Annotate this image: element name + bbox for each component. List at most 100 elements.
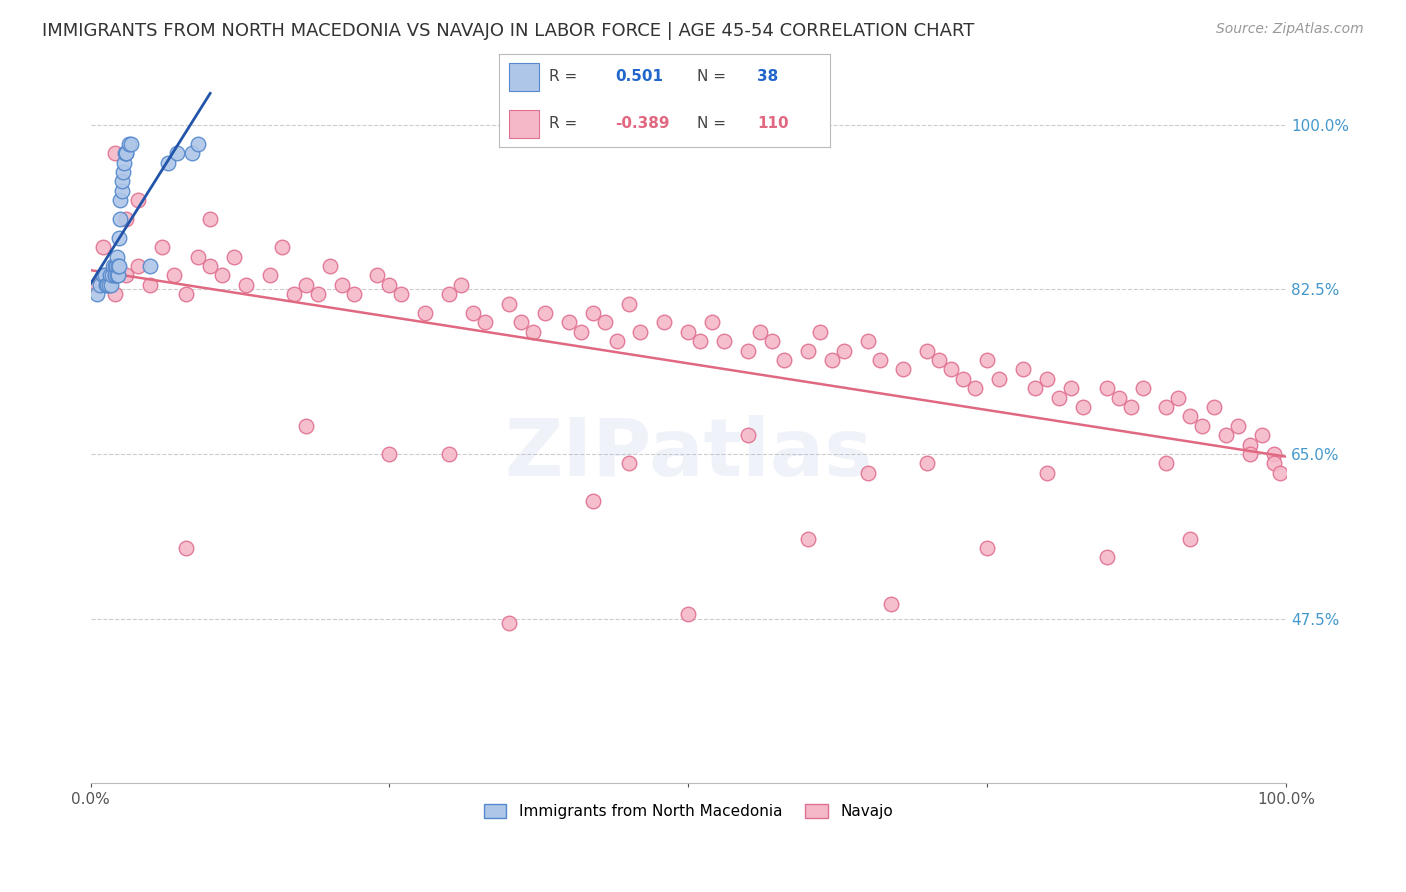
Point [702,315,724,329]
Point [111,184,134,198]
Point [187,136,209,151]
Point [150,240,173,254]
Point [976,541,998,555]
Point [108,231,131,245]
Text: ZIPatlas: ZIPatlas [505,416,872,493]
Point [737,428,759,442]
Point [1047,391,1070,405]
Point [111,165,134,179]
Point [1060,381,1083,395]
Point [139,277,162,292]
FancyBboxPatch shape [509,110,538,138]
Point [941,362,963,376]
Point [1268,466,1291,480]
Point [522,325,544,339]
Point [174,541,197,555]
Point [118,136,141,151]
Point [111,174,134,188]
Point [107,259,129,273]
Point [112,155,135,169]
Point [94,268,117,283]
Point [808,325,831,339]
Point [749,325,772,339]
Point [797,532,820,546]
Point [413,306,436,320]
Point [1156,456,1178,470]
Point [115,146,138,161]
Point [120,136,142,151]
FancyBboxPatch shape [509,63,538,91]
Point [498,616,520,631]
Point [1095,381,1118,395]
Point [1191,418,1213,433]
Point [103,259,125,273]
Point [342,287,364,301]
Point [976,353,998,368]
Point [222,250,245,264]
Point [1036,466,1059,480]
Point [737,343,759,358]
Point [97,268,120,283]
Point [689,334,711,348]
Point [965,381,987,395]
Point [1263,456,1285,470]
Point [166,146,188,161]
Point [115,146,138,161]
Point [1132,381,1154,395]
Point [928,353,950,368]
Point [127,259,149,273]
Point [98,268,121,283]
Text: N =: N = [697,116,727,131]
Point [1012,362,1035,376]
Point [893,362,915,376]
Point [952,372,974,386]
Point [917,456,939,470]
Point [163,268,186,283]
Text: 110: 110 [756,116,789,131]
Point [582,306,605,320]
Point [198,211,221,226]
Text: R =: R = [548,70,576,85]
Point [86,277,108,292]
Point [1239,437,1261,451]
Point [1156,400,1178,414]
Point [821,353,844,368]
Point [761,334,783,348]
Point [498,296,520,310]
Point [307,287,329,301]
Point [107,268,129,283]
Point [103,287,125,301]
Point [654,315,676,329]
Text: Source: ZipAtlas.com: Source: ZipAtlas.com [1216,22,1364,37]
Point [187,250,209,264]
Point [108,259,131,273]
Point [96,277,118,292]
Point [105,250,128,264]
Point [104,259,127,273]
Point [97,277,120,292]
Point [1071,400,1094,414]
Point [114,146,136,161]
Point [103,268,125,283]
Point [856,334,879,348]
Point [294,277,316,292]
Point [678,325,700,339]
Point [96,277,118,292]
Point [832,343,855,358]
Text: -0.389: -0.389 [614,116,669,131]
Point [174,287,197,301]
Point [1251,428,1274,442]
Point [1180,409,1202,424]
Point [439,447,461,461]
Point [211,268,233,283]
Point [439,287,461,301]
Point [617,456,640,470]
Point [270,240,292,254]
Point [1227,418,1250,433]
Point [157,155,180,169]
Point [283,287,305,301]
Point [378,447,401,461]
Point [389,287,412,301]
Point [366,268,388,283]
Point [86,287,108,301]
